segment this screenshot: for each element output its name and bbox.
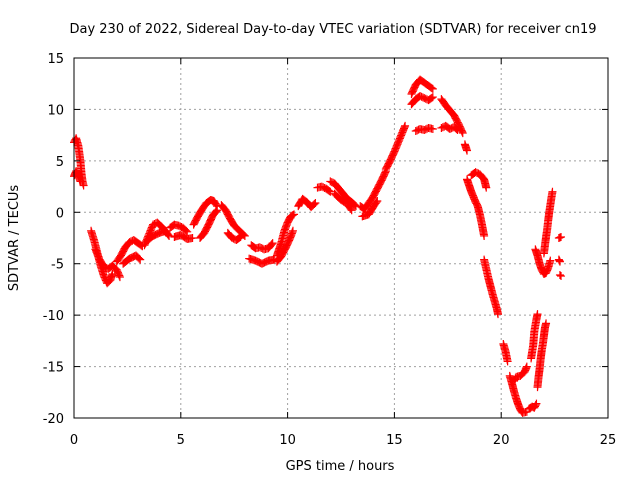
y-tick-label: 10 bbox=[47, 103, 64, 118]
data-point bbox=[555, 271, 564, 280]
gridlines bbox=[74, 58, 608, 418]
x-tick-label: 20 bbox=[493, 433, 510, 448]
data-point bbox=[452, 124, 461, 133]
data-point bbox=[161, 226, 170, 235]
data-point bbox=[310, 200, 319, 209]
x-axis-title: GPS time / hours bbox=[286, 459, 395, 474]
data-point bbox=[290, 210, 299, 219]
data-point bbox=[480, 231, 489, 240]
data-point bbox=[267, 240, 276, 249]
data-point bbox=[76, 177, 85, 186]
data-point bbox=[427, 84, 436, 93]
y-tick-label: -10 bbox=[43, 309, 64, 324]
data-point bbox=[401, 121, 410, 130]
data-point bbox=[428, 124, 437, 133]
data-point bbox=[268, 239, 277, 248]
data-point bbox=[79, 181, 88, 190]
data-point bbox=[373, 196, 382, 205]
x-tick-labels: 0 5 10 15 20 25 bbox=[70, 433, 616, 448]
data-point bbox=[213, 206, 222, 215]
y-tick-label: -20 bbox=[43, 412, 64, 427]
y-tick-label: 15 bbox=[47, 52, 64, 67]
x-tick-label: 5 bbox=[177, 433, 185, 448]
data-point bbox=[183, 227, 192, 236]
data-point bbox=[288, 211, 297, 220]
data-point bbox=[134, 253, 143, 262]
data-point bbox=[557, 232, 566, 241]
data-point bbox=[135, 254, 144, 263]
data-point bbox=[533, 310, 542, 319]
chart-title: Day 230 of 2022, Sidereal Day-to-day VTE… bbox=[69, 22, 596, 37]
y-tick-labels: -20 -15 -10 -5 0 5 10 15 bbox=[43, 52, 64, 427]
data-point bbox=[372, 198, 381, 207]
data-point bbox=[212, 207, 221, 216]
y-tick-label: 0 bbox=[56, 206, 64, 221]
data-point bbox=[531, 400, 540, 409]
data-point bbox=[427, 93, 436, 102]
data-points bbox=[70, 75, 566, 417]
data-point bbox=[532, 399, 541, 408]
x-tick-label: 10 bbox=[279, 433, 296, 448]
data-point bbox=[555, 257, 564, 266]
data-point bbox=[346, 204, 355, 213]
data-point bbox=[478, 173, 487, 182]
data-point bbox=[311, 199, 320, 208]
y-tick-label: 5 bbox=[56, 155, 64, 170]
data-point bbox=[236, 232, 245, 241]
data-point bbox=[347, 206, 356, 215]
data-point bbox=[522, 362, 531, 371]
data-point bbox=[557, 272, 566, 281]
data-point bbox=[240, 231, 249, 240]
data-point bbox=[165, 231, 174, 240]
data-point bbox=[428, 84, 437, 93]
axis-ticks bbox=[73, 57, 609, 419]
data-point bbox=[428, 93, 437, 102]
data-point bbox=[453, 126, 462, 134]
data-point bbox=[458, 127, 467, 136]
data-point bbox=[493, 310, 502, 319]
data-point bbox=[115, 273, 124, 282]
data-point bbox=[381, 168, 390, 177]
data-point bbox=[482, 183, 491, 192]
data-point bbox=[164, 230, 173, 239]
data-point bbox=[188, 234, 197, 242]
data-point bbox=[503, 357, 512, 366]
data-point bbox=[115, 271, 124, 280]
data-point bbox=[458, 129, 467, 138]
x-tick-label: 0 bbox=[70, 433, 78, 448]
y-tick-label: -5 bbox=[51, 258, 64, 273]
x-tick-label: 25 bbox=[600, 433, 617, 448]
data-point bbox=[136, 255, 145, 264]
data-point bbox=[463, 146, 472, 155]
data-point bbox=[326, 187, 335, 196]
data-point bbox=[288, 226, 297, 235]
x-tick-label: 15 bbox=[386, 433, 403, 448]
data-point bbox=[426, 94, 435, 103]
data-point bbox=[542, 319, 551, 328]
data-point bbox=[182, 226, 191, 235]
data-point bbox=[548, 187, 557, 196]
y-axis-title: SDTVAR / TECUs bbox=[7, 185, 22, 292]
data-point bbox=[546, 256, 555, 265]
data-point bbox=[266, 241, 275, 250]
data-point bbox=[235, 233, 244, 242]
data-point bbox=[211, 208, 220, 217]
data-point bbox=[325, 186, 334, 195]
plot-frame bbox=[73, 57, 609, 419]
y-tick-label: -15 bbox=[43, 361, 64, 376]
